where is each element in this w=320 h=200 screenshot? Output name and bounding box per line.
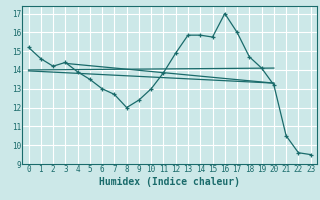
X-axis label: Humidex (Indice chaleur): Humidex (Indice chaleur) bbox=[99, 177, 240, 187]
